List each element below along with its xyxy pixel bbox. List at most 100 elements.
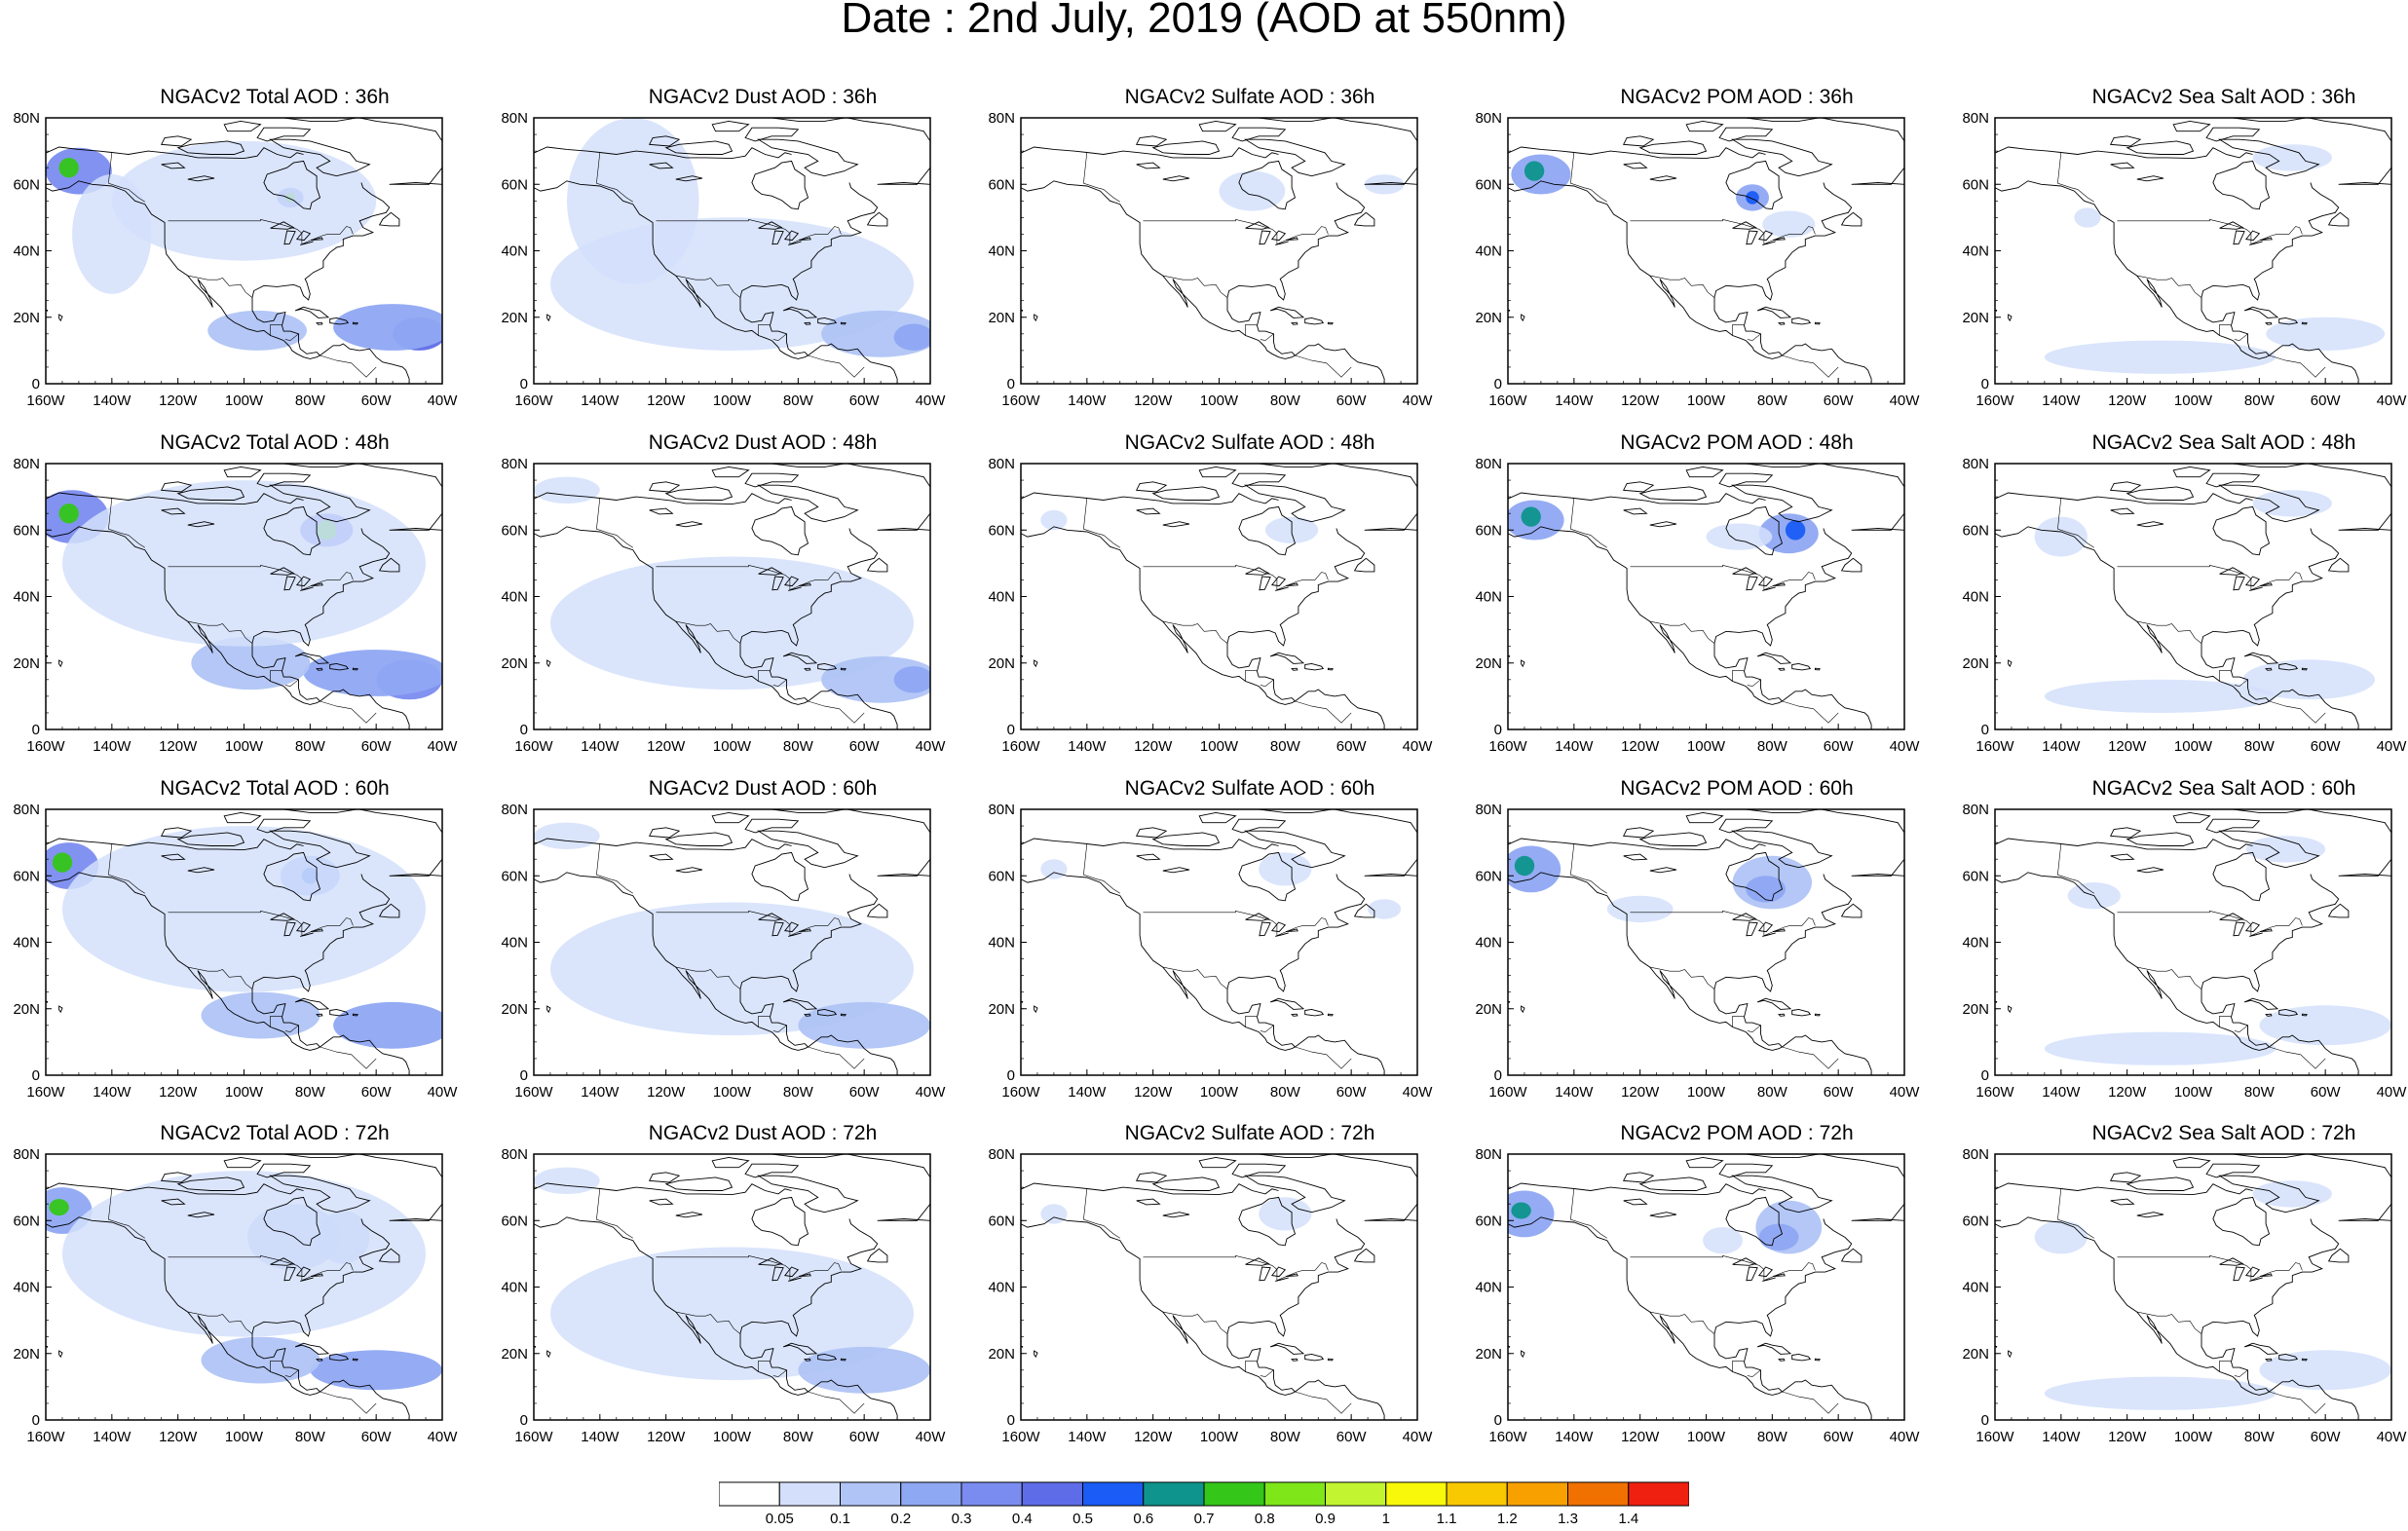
coastlines <box>1508 464 1904 729</box>
x-tick-label: 100W <box>2174 738 2213 755</box>
x-tick-label: 140W <box>93 392 132 409</box>
coastlines <box>1995 464 2391 729</box>
map-panel: NGACv2 Sulfate AOD : 72h 80N 60N 40N 20N 0 160… <box>988 1122 1508 1463</box>
colorbar-swatch <box>1021 1481 1083 1507</box>
x-tick-label: 100W <box>2174 1084 2213 1101</box>
aod-patch <box>1040 859 1068 879</box>
y-tick-label: 40N <box>13 1280 40 1296</box>
map-panel: NGACv2 Dust AOD : 72h 80N 60N 40N 20N 0 160W 14… <box>501 1122 1021 1463</box>
y-tick-label: 60N <box>501 176 528 193</box>
aod-patch <box>1259 1197 1312 1231</box>
colorbar-swatch <box>1325 1481 1387 1507</box>
x-tick-label: 80W <box>295 738 326 755</box>
y-tick-label: 60N <box>988 522 1015 539</box>
y-tick-label: 20N <box>1962 310 1989 326</box>
x-tick-label: 160W <box>1001 1084 1040 1101</box>
aod-patch <box>62 826 426 992</box>
map-panel: NGACv2 Total AOD : 72h 80N 60N 40N 20N 0 160W 1… <box>13 1122 533 1463</box>
x-tick-label: 80W <box>1757 738 1788 755</box>
coastlines <box>46 1154 442 1420</box>
x-tick-label: 120W <box>159 1429 198 1445</box>
y-tick-label: 60N <box>501 868 528 884</box>
x-tick-label: 80W <box>1270 1084 1301 1101</box>
y-tick-label: 60N <box>13 1213 40 1229</box>
y-tick-label: 0 <box>1981 722 1989 738</box>
map-panel: NGACv2 Dust AOD : 36h 80N 60N 40N 20N 0 160W 14… <box>501 86 1021 427</box>
y-tick-label: 20N <box>13 1001 40 1018</box>
coastlines <box>1995 809 2391 1075</box>
y-tick-label: 40N <box>13 589 40 606</box>
aod-patch <box>2266 317 2386 351</box>
aod-patch <box>1758 1223 1799 1251</box>
x-tick-label: 80W <box>783 1429 814 1445</box>
panel-title: NGACv2 Sea Salt AOD : 36h <box>2091 86 2356 108</box>
y-tick-label: 40N <box>501 589 528 606</box>
x-tick-label: 160W <box>26 392 65 409</box>
x-tick-label: 100W <box>2174 392 2213 409</box>
colorbar-swatch <box>1628 1481 1689 1507</box>
panel-title: NGACv2 Dust AOD : 48h <box>648 431 878 454</box>
aod-patch <box>58 158 79 178</box>
x-tick-label: 60W <box>2311 1084 2342 1101</box>
x-tick-label: 60W <box>1824 1429 1855 1445</box>
colorbar-swatch <box>1446 1481 1508 1507</box>
coastlines <box>1508 809 1904 1075</box>
x-tick-label: 140W <box>581 1084 620 1101</box>
x-tick-label: 80W <box>1757 1429 1788 1445</box>
colorbar-swatch <box>900 1481 962 1507</box>
x-tick-label: 120W <box>1134 738 1173 755</box>
y-tick-label: 40N <box>1962 935 1989 952</box>
x-tick-label: 120W <box>2108 1429 2147 1445</box>
y-tick-label: 0 <box>1981 376 1989 392</box>
aod-patch <box>1219 170 1286 211</box>
x-tick-label: 140W <box>2042 392 2081 409</box>
x-tick-label: 120W <box>1621 1429 1660 1445</box>
y-tick-label: 0 <box>1494 722 1502 738</box>
x-tick-label: 80W <box>1757 1084 1788 1101</box>
y-tick-label: 60N <box>501 522 528 539</box>
aod-field <box>2044 836 2391 1065</box>
aod-patch <box>798 1346 930 1394</box>
x-tick-label: 120W <box>1134 1429 1173 1445</box>
y-tick-label: 60N <box>1475 1213 1502 1229</box>
x-tick-label: 120W <box>159 738 198 755</box>
aod-patch <box>1746 191 1759 205</box>
x-tick-label: 160W <box>1975 1084 2014 1101</box>
x-tick-label: 140W <box>2042 1084 2081 1101</box>
y-tick-label: 60N <box>988 868 1015 884</box>
map-panel: NGACv2 Total AOD : 60h 80N 60N 40N 20N 0 160W 1… <box>13 777 533 1118</box>
aod-patch <box>534 1167 600 1194</box>
x-tick-label: 140W <box>1068 1429 1107 1445</box>
aod-field <box>1508 845 1812 923</box>
x-tick-label: 40W <box>2377 1429 2408 1445</box>
y-tick-label: 60N <box>13 868 40 884</box>
y-tick-label: 80N <box>501 456 528 472</box>
x-tick-label: 120W <box>647 738 686 755</box>
aod-field <box>534 822 930 1049</box>
x-tick-label: 40W <box>2377 392 2408 409</box>
aod-patch <box>2252 1180 2332 1208</box>
x-tick-label: 60W <box>361 1084 393 1101</box>
aod-patch <box>798 1001 930 1049</box>
colorbar-swatch <box>778 1481 841 1507</box>
y-tick-label: 40N <box>1475 935 1502 952</box>
panel-title: NGACv2 Dust AOD : 36h <box>648 86 878 108</box>
x-tick-label: 40W <box>916 1084 947 1101</box>
x-tick-label: 120W <box>1621 392 1660 409</box>
x-tick-label: 40W <box>1403 738 1434 755</box>
y-tick-label: 0 <box>1007 1067 1015 1084</box>
aod-patch <box>2044 1031 2276 1065</box>
aod-patch <box>1511 1202 1531 1219</box>
x-tick-label: 80W <box>2244 1084 2276 1101</box>
x-tick-label: 80W <box>1270 738 1301 755</box>
y-tick-label: 80N <box>13 802 40 818</box>
aod-patch <box>62 1171 426 1337</box>
y-tick-label: 40N <box>1962 1280 1989 1296</box>
aod-patch <box>49 1199 69 1216</box>
y-tick-label: 0 <box>32 1412 40 1429</box>
aod-field <box>46 480 442 700</box>
